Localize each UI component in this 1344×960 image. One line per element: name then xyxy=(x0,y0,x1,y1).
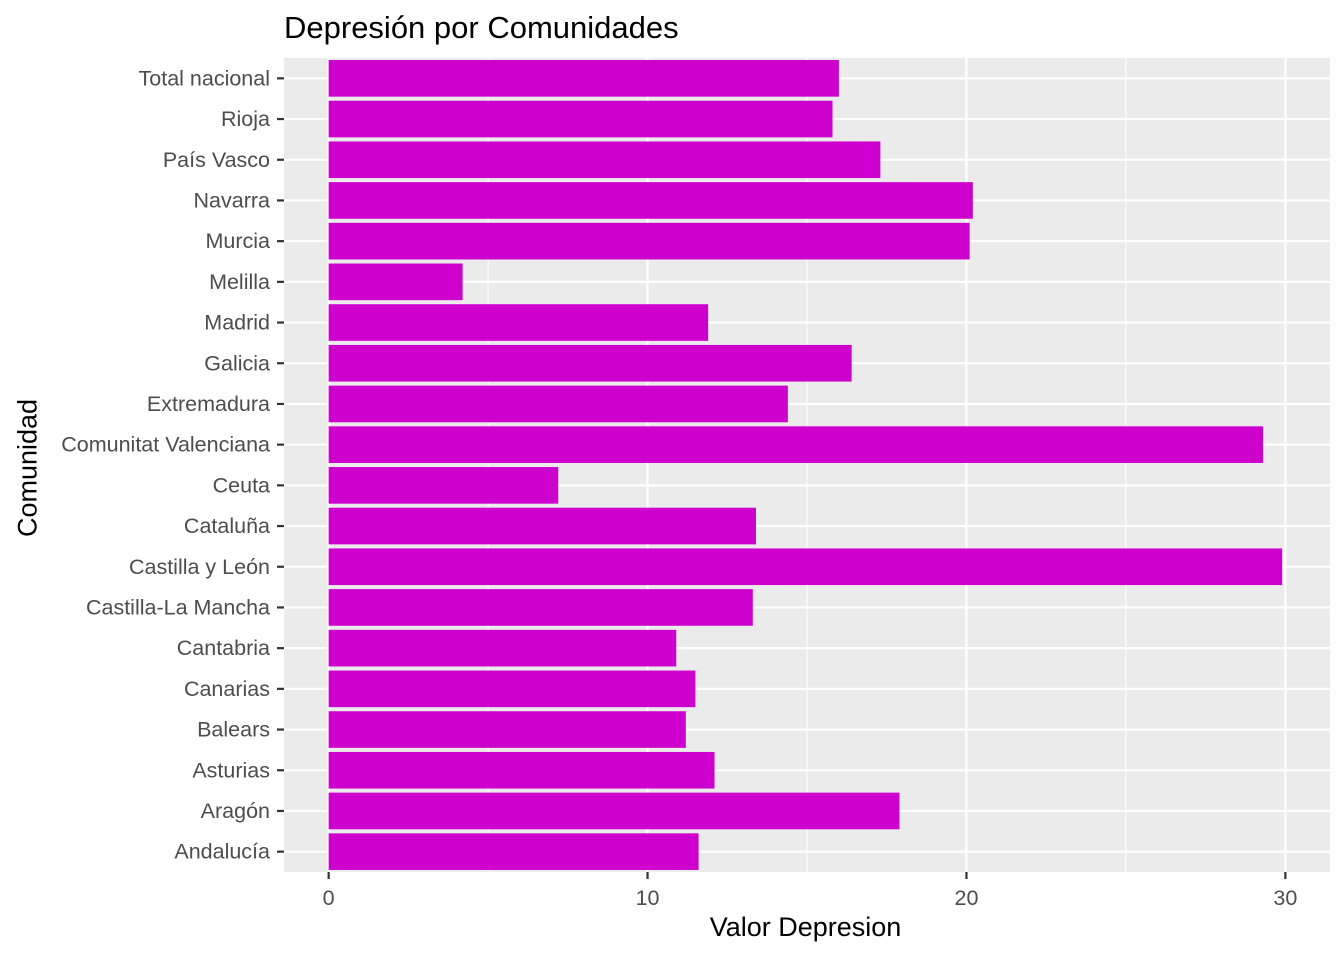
bar-total-nacional xyxy=(328,60,839,97)
bar-andalucía xyxy=(328,833,699,870)
x-tick-label: 0 xyxy=(323,886,335,910)
x-tick-label: 30 xyxy=(1273,886,1297,910)
x-axis-label: Valor Depresion xyxy=(709,912,902,942)
bar-canarias xyxy=(328,670,696,708)
y-tick-label: Balears xyxy=(197,718,270,742)
y-tick-label: Comunitat Valenciana xyxy=(61,433,270,457)
bar-melilla xyxy=(328,263,463,301)
bar-asturias xyxy=(328,751,715,789)
y-tick-label: Cantabria xyxy=(177,636,270,660)
y-tick-label: Galicia xyxy=(204,351,270,375)
y-tick-label: Cataluña xyxy=(184,514,270,538)
bar-murcia xyxy=(328,222,970,260)
bar-país-vasco xyxy=(328,141,881,179)
y-tick-label: Castilla y León xyxy=(129,555,270,579)
y-tick-label: Andalucía xyxy=(174,840,270,864)
x-tick-label: 10 xyxy=(636,886,660,910)
y-tick-label: Total nacional xyxy=(139,66,270,90)
y-tick-label: Canarias xyxy=(184,677,270,701)
bar-rioja xyxy=(328,100,833,138)
bar-extremadura xyxy=(328,385,788,423)
bar-cataluña xyxy=(328,507,756,545)
y-tick-label: Asturias xyxy=(192,758,270,782)
bar-aragón xyxy=(328,792,900,830)
bar-castilla-la-mancha xyxy=(328,589,753,626)
y-tick-label: Aragón xyxy=(201,799,270,823)
y-axis-label: Comunidad xyxy=(12,398,43,538)
y-tick-label: Melilla xyxy=(209,270,270,294)
bar-madrid xyxy=(328,304,709,341)
bar-navarra xyxy=(328,182,973,219)
bar-cantabria xyxy=(328,629,677,667)
bar-comunitat-valenciana xyxy=(328,426,1264,463)
y-tick-label: Castilla-La Mancha xyxy=(86,595,270,619)
y-tick-label: Rioja xyxy=(221,107,270,131)
x-tick-label: 20 xyxy=(954,886,978,910)
y-tick-label: Extremadura xyxy=(147,392,270,416)
y-tick-label: Madrid xyxy=(204,311,270,335)
bar-castilla-y-león xyxy=(328,548,1283,586)
chart-title: Depresión por Comunidades xyxy=(284,10,679,45)
y-tick-label: Murcia xyxy=(205,229,270,253)
bar-ceuta xyxy=(328,467,559,504)
bar-balears xyxy=(328,711,686,748)
y-tick-label: Navarra xyxy=(194,188,271,212)
y-tick-label: País Vasco xyxy=(163,148,270,172)
y-tick-label: Ceuta xyxy=(213,473,270,497)
bar-galicia xyxy=(328,344,852,382)
